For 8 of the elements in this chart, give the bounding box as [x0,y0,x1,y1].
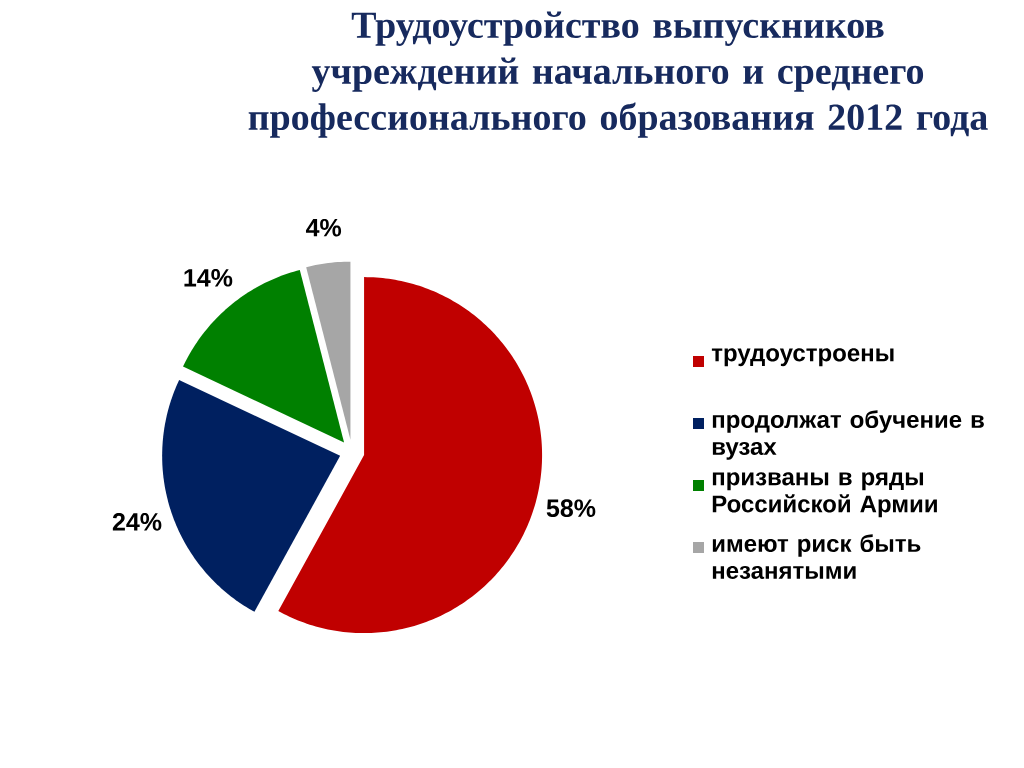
legend-label: призваны в ряды Российской Армии [712,472,937,518]
legend-label: имеют риск быть незанятыми [712,534,921,580]
data-label: 14% [184,269,233,287]
chart-title: Трудоустройство выпускников учреждений начального и среднего профессионального образования 2012 года [248,11,988,138]
legend-label: трудоустроены [711,348,894,367]
data-label: 58% [546,499,596,518]
data-label: 24% [112,513,162,531]
data-label: 4% [305,218,342,237]
